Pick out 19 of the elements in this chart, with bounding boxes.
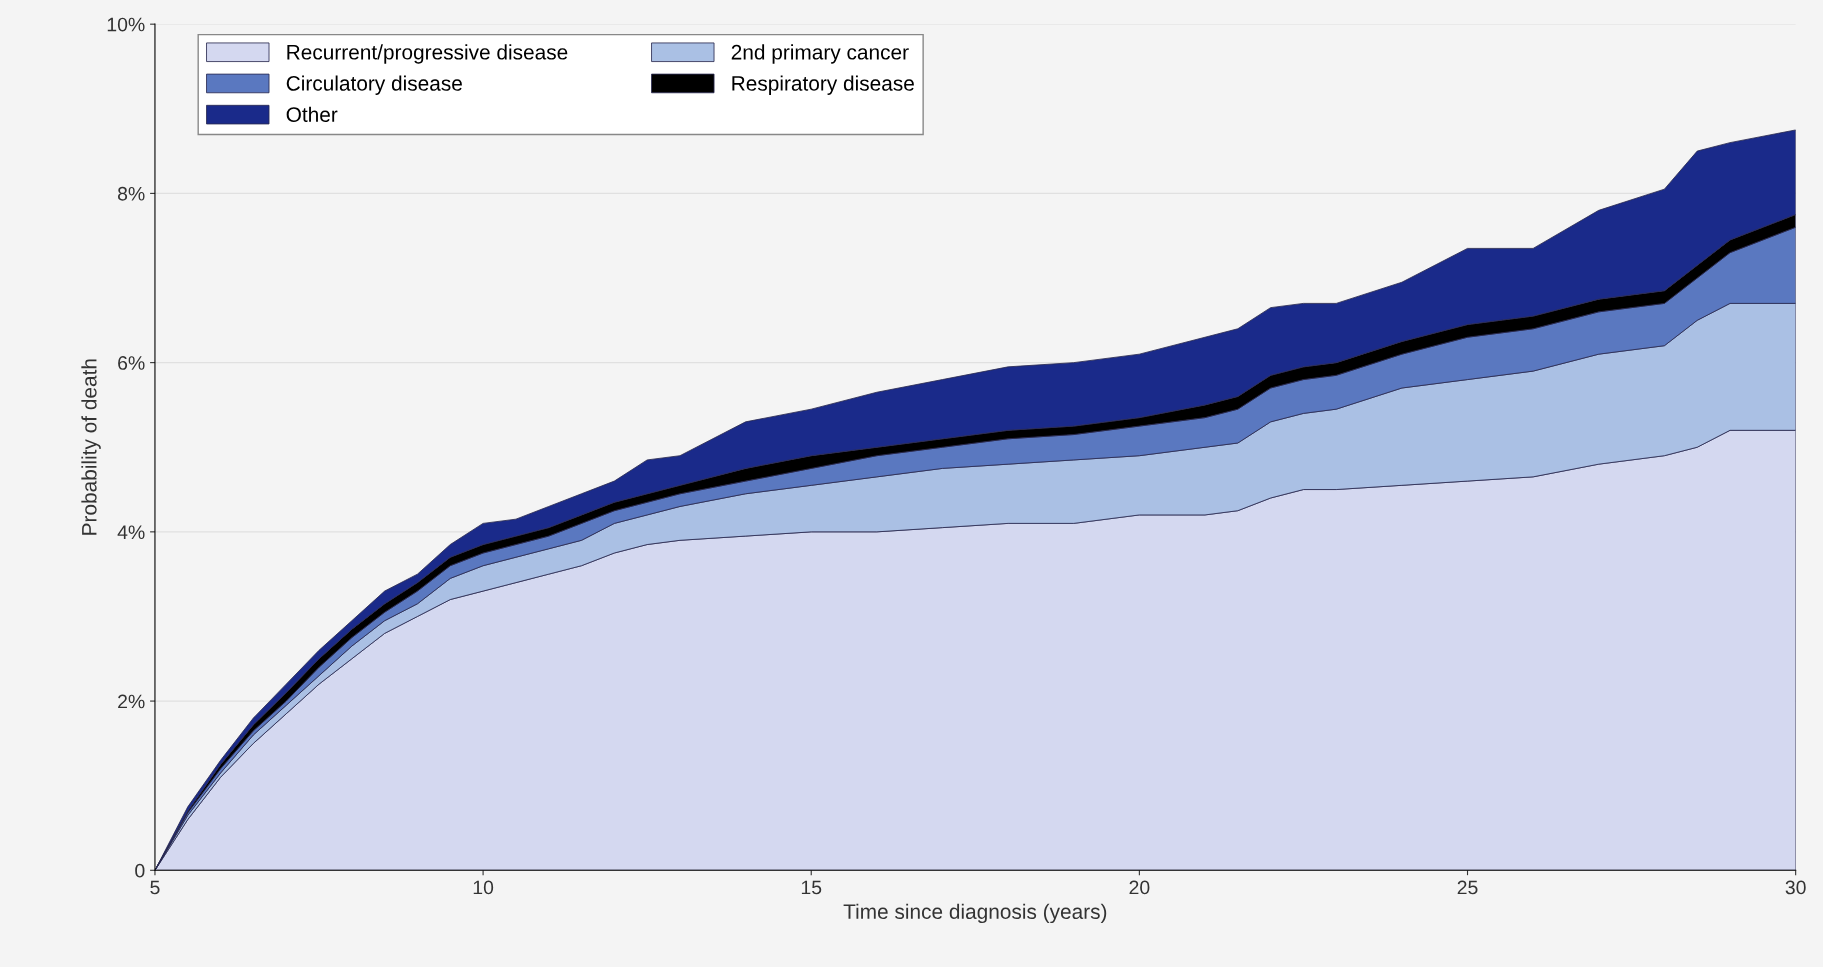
x-tick-label: 30 xyxy=(1785,880,1806,895)
legend-label: Other xyxy=(286,106,338,122)
legend-label: 2nd primary cancer xyxy=(731,44,909,64)
legend-label: Recurrent/progressive disease xyxy=(287,44,568,64)
x-tick-label: 25 xyxy=(1457,880,1478,895)
legend-label: Respiratory disease xyxy=(732,75,914,95)
y-tick-label: 10% xyxy=(107,17,145,32)
y-tick-label: 0 xyxy=(135,863,145,878)
x-tick-label: 5 xyxy=(150,880,160,895)
y-tick-label: 6% xyxy=(118,356,145,370)
x-tick-label: 15 xyxy=(801,880,822,895)
x-axis-title: Time since diagnosis (years) xyxy=(843,903,1107,924)
x-tick-label: 10 xyxy=(473,880,494,895)
y-tick-label: 2% xyxy=(118,694,145,709)
y-axis-title: Probability of death xyxy=(81,359,101,535)
y-tick-label: 8% xyxy=(117,186,145,201)
x-tick-label: 20 xyxy=(1129,880,1150,895)
y-tick-label: 4% xyxy=(117,525,145,540)
legend-label: Circulatory disease xyxy=(286,75,462,95)
